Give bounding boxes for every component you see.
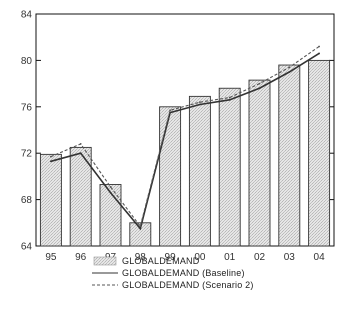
x-tick-label: 00 [194, 252, 206, 263]
line-point [50, 155, 52, 158]
line-point [169, 109, 172, 112]
legend-label: GLOBALDEMAND (Baseline) [122, 268, 245, 278]
bar [129, 222, 152, 247]
line-point [288, 66, 291, 69]
line-point [258, 82, 261, 85]
x-tick-label: 02 [254, 252, 266, 263]
legend-label: GLOBALDEMAND [122, 256, 200, 266]
line-point [199, 101, 201, 104]
x-tick-label: 01 [224, 252, 236, 263]
line-point [50, 160, 52, 163]
line-point [139, 225, 142, 228]
line-series-1 [50, 52, 320, 231]
x-tick-label: 96 [75, 252, 87, 263]
line-point [199, 103, 201, 106]
bar [308, 59, 331, 247]
legend: GLOBALDEMAND GLOBALDEMAND (Baseline) GLOBA… [92, 256, 254, 290]
y-tick-label: 68 [21, 195, 33, 206]
line-point [109, 185, 112, 188]
line-point [139, 227, 142, 230]
bar [39, 153, 62, 247]
bar [218, 87, 241, 247]
x-tick-label: 98 [135, 252, 147, 263]
line-point [228, 98, 231, 101]
y-tick-label: 72 [21, 149, 33, 160]
bar-series [39, 59, 331, 247]
line-point [318, 45, 320, 48]
bar [188, 95, 211, 247]
bar [248, 79, 271, 247]
line-point [318, 52, 320, 55]
line-point [258, 87, 261, 90]
line-point [79, 152, 82, 155]
x-tick-label: 99 [165, 252, 177, 263]
bar [278, 64, 301, 247]
y-tick-label: 80 [21, 56, 33, 67]
line-series [50, 45, 320, 231]
line-point [79, 143, 82, 145]
line-point [109, 191, 112, 194]
x-tick-label: 04 [314, 252, 326, 263]
legend-label: GLOBALDEMAND (Scenario 2) [122, 280, 254, 290]
line-point [228, 96, 231, 99]
bar [69, 146, 92, 247]
x-tick-label: 95 [45, 252, 57, 263]
plot-frame [35, 13, 335, 247]
line-point [288, 71, 291, 73]
legend-swatch [93, 256, 117, 266]
y-tick-label: 76 [21, 102, 33, 113]
x-tick-label: 03 [284, 252, 296, 263]
plot-frame-rect [35, 13, 335, 247]
y-tick-label: 84 [21, 10, 33, 21]
bar [159, 106, 182, 247]
y-tick-label: 64 [21, 242, 33, 253]
